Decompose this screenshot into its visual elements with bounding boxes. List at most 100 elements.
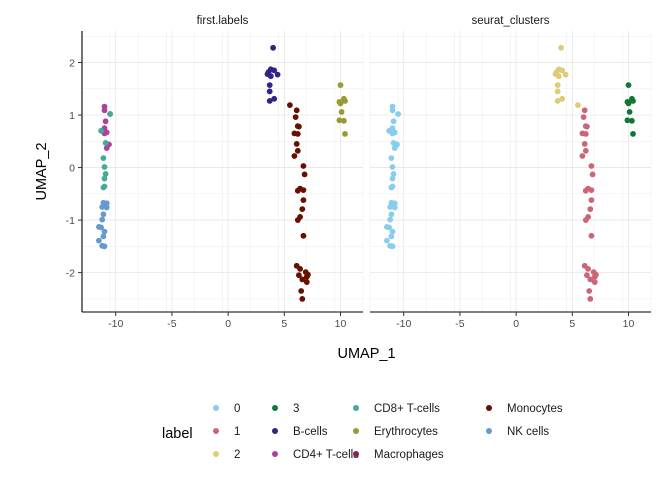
point-1 bbox=[588, 232, 595, 239]
point-monocytes bbox=[303, 279, 310, 285]
point-1 bbox=[584, 272, 590, 279]
x-tick-label: 10 bbox=[335, 318, 347, 330]
point-monocytes bbox=[296, 123, 302, 130]
point-cd4-t-cells bbox=[102, 118, 109, 125]
point-1 bbox=[584, 123, 590, 130]
point-monocytes bbox=[299, 276, 306, 283]
legend-label: Monocytes bbox=[507, 403, 563, 415]
point-1 bbox=[582, 131, 589, 137]
point-b-cells bbox=[266, 82, 273, 88]
point-cd8-t-cells bbox=[102, 140, 109, 146]
point-3 bbox=[624, 117, 631, 124]
point-0 bbox=[386, 127, 392, 134]
point-1 bbox=[593, 271, 599, 278]
point-0 bbox=[390, 171, 397, 177]
legend: label 0 1 2 3 B-cells CD4+ T-cells CD8+ T-cells… bbox=[162, 403, 563, 461]
x-tick-label: -5 bbox=[167, 318, 176, 330]
point-b-cells bbox=[270, 44, 276, 51]
x-tick-label: 0 bbox=[225, 318, 231, 330]
legend-label: CD4+ T-cells bbox=[293, 449, 359, 461]
x-tick-label: 0 bbox=[513, 318, 519, 330]
points bbox=[96, 44, 348, 302]
point-monocytes bbox=[301, 171, 308, 178]
legend-key-cd4-t-cells bbox=[272, 451, 278, 457]
point-2 bbox=[554, 88, 561, 95]
point-1 bbox=[588, 197, 595, 204]
point-1 bbox=[588, 187, 595, 194]
point-cd8-t-cells bbox=[100, 155, 107, 162]
x-tick-label: -10 bbox=[108, 318, 123, 330]
point-b-cells bbox=[266, 88, 273, 95]
point-nk-cells bbox=[96, 237, 102, 244]
point-1 bbox=[589, 171, 596, 178]
y-tick-label: 2 bbox=[69, 57, 75, 69]
point-monocytes bbox=[300, 232, 307, 239]
point-cd8-t-cells bbox=[100, 184, 107, 191]
point-0 bbox=[390, 140, 397, 146]
gridlines bbox=[81, 31, 364, 312]
point-b-cells bbox=[274, 71, 281, 78]
point-erythrocytes bbox=[342, 98, 348, 104]
y-tick-label: -1 bbox=[66, 215, 75, 227]
point-nk-cells bbox=[103, 204, 110, 211]
point-0 bbox=[389, 228, 396, 235]
point-3 bbox=[629, 117, 635, 124]
legend-label: 2 bbox=[234, 449, 240, 461]
point-monocytes bbox=[294, 187, 301, 194]
point-nk-cells bbox=[100, 233, 107, 240]
point-0 bbox=[386, 224, 392, 231]
point-3 bbox=[625, 100, 632, 107]
point-monocytes bbox=[305, 271, 311, 278]
point-monocytes bbox=[287, 102, 293, 108]
point-0 bbox=[387, 204, 394, 210]
point-1 bbox=[588, 163, 595, 169]
point-0 bbox=[388, 233, 395, 240]
point-nk-cells bbox=[101, 243, 108, 250]
point-0 bbox=[391, 204, 398, 211]
point-monocytes bbox=[300, 187, 307, 194]
point-b-cells bbox=[271, 67, 278, 74]
point-monocytes bbox=[293, 107, 300, 114]
point-cd8-t-cells bbox=[102, 171, 109, 177]
y-tick-label: -2 bbox=[66, 267, 75, 279]
y-tick-label: 0 bbox=[69, 162, 75, 174]
legend-key-nk-cells bbox=[486, 428, 492, 434]
point-erythrocytes bbox=[342, 131, 348, 137]
point-3 bbox=[630, 131, 636, 137]
point-1 bbox=[587, 296, 594, 302]
point-monocytes bbox=[299, 206, 306, 213]
point-2 bbox=[559, 67, 566, 74]
point-0 bbox=[387, 216, 394, 223]
x-tick-label: -10 bbox=[396, 318, 411, 330]
point-3 bbox=[626, 109, 633, 115]
legend-label: CD8+ T-cells bbox=[374, 403, 440, 415]
point-1 bbox=[582, 187, 589, 194]
legend-label: 0 bbox=[234, 403, 240, 415]
point-erythrocytes bbox=[336, 117, 343, 124]
point-1 bbox=[587, 206, 594, 213]
point-3 bbox=[625, 82, 632, 88]
point-0 bbox=[388, 155, 395, 162]
point-cd4-t-cells bbox=[101, 107, 108, 114]
legend-key-b-cells bbox=[272, 428, 278, 434]
point-0 bbox=[390, 118, 397, 125]
point-nk-cells bbox=[100, 211, 107, 218]
point-monocytes bbox=[294, 147, 301, 154]
legend-key-2 bbox=[213, 451, 219, 457]
legend-key-0 bbox=[213, 405, 219, 411]
point-0 bbox=[389, 164, 396, 170]
point-1 bbox=[579, 153, 586, 159]
point-monocytes bbox=[294, 217, 301, 224]
panel-title: first.labels bbox=[197, 15, 249, 27]
point-cd4-t-cells bbox=[103, 145, 110, 152]
point-2 bbox=[554, 98, 561, 104]
point-b-cells bbox=[271, 95, 278, 102]
legend-key-3 bbox=[272, 405, 278, 411]
point-0 bbox=[384, 237, 390, 244]
gridlines bbox=[369, 31, 652, 312]
point-monocytes bbox=[296, 272, 302, 279]
point-monocytes bbox=[298, 288, 305, 294]
point-1 bbox=[581, 141, 588, 147]
y-tick-label: 1 bbox=[69, 110, 75, 122]
